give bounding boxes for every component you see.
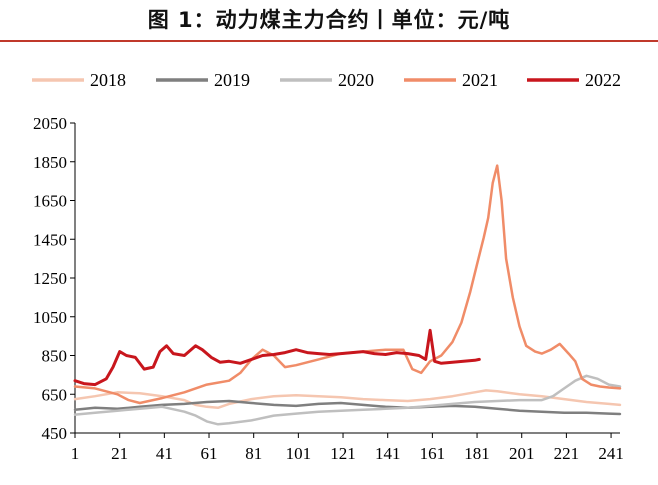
y-tick-label: 1850 xyxy=(33,153,67,172)
legend-label-2019: 2019 xyxy=(214,70,250,90)
series-line-2022 xyxy=(73,328,481,387)
y-tick-label: 1650 xyxy=(33,192,67,211)
chart-title: 图 1：动力煤主力合约丨单位：元/吨 xyxy=(147,8,511,32)
x-tick-label: 101 xyxy=(286,444,312,463)
x-tick-label: 181 xyxy=(464,444,490,463)
title-rule xyxy=(0,40,658,42)
x-tick-label: 141 xyxy=(375,444,401,463)
y-tick-label: 850 xyxy=(42,347,68,366)
y-tick-label: 1250 xyxy=(33,269,67,288)
legend-label-2018: 2018 xyxy=(90,70,126,90)
x-tick-label: 161 xyxy=(420,444,446,463)
y-tick-label: 450 xyxy=(42,424,68,443)
series-line-2018 xyxy=(73,389,622,410)
y-tick-label: 1450 xyxy=(33,230,67,249)
x-tick-label: 121 xyxy=(330,444,356,463)
x-tick-label: 61 xyxy=(201,444,218,463)
y-tick-label: 1050 xyxy=(33,308,67,327)
y-tick-label: 650 xyxy=(42,385,68,404)
legend-label-2022: 2022 xyxy=(585,70,621,90)
legend: 2018 2019 2020 2021 2022 xyxy=(32,70,621,90)
x-tick-label: 201 xyxy=(509,444,535,463)
series-line-2019 xyxy=(73,399,622,416)
x-tick-label: 41 xyxy=(156,444,173,463)
legend-label-2021: 2021 xyxy=(462,70,498,90)
x-tick-label: 1 xyxy=(71,444,80,463)
y-tick-label: 2050 xyxy=(33,114,67,133)
series-line-2021 xyxy=(73,164,622,405)
legend-label-2020: 2020 xyxy=(338,70,374,90)
x-tick-label: 81 xyxy=(245,444,262,463)
x-tick-label: 221 xyxy=(554,444,580,463)
x-tick-label: 21 xyxy=(111,444,128,463)
series-line-2020 xyxy=(73,374,622,426)
x-tick-label: 241 xyxy=(598,444,624,463)
series-group xyxy=(73,164,622,426)
